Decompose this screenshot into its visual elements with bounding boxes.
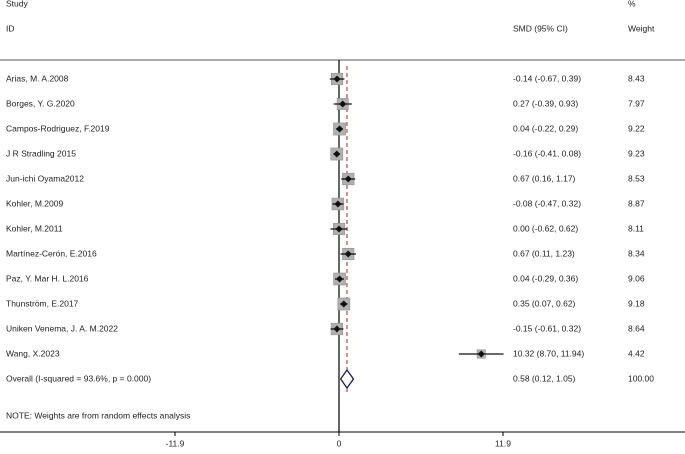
point-estimate — [333, 75, 341, 83]
weight-label: 9.23 — [628, 148, 645, 158]
study-label: Jun-ichi Oyama2012 — [6, 173, 84, 183]
header-percent: % — [628, 0, 636, 8]
ci-label: 0.04 (-0.22, 0.29) — [513, 123, 578, 133]
weight-label: 8.53 — [628, 173, 645, 183]
study-label: Borges, Y. G.2020 — [6, 98, 75, 108]
note: NOTE: Weights are from random effects an… — [6, 410, 190, 420]
weight-label: 8.34 — [628, 248, 645, 258]
point-estimate — [336, 275, 344, 283]
weight-label: 7.97 — [628, 98, 645, 108]
weight-label: 4.42 — [628, 348, 645, 358]
weight-label: 9.06 — [628, 273, 645, 283]
ci-label: 10.32 (8.70, 11.94) — [513, 348, 584, 358]
point-estimate — [344, 250, 352, 258]
point-estimate — [340, 300, 348, 308]
point-estimate — [335, 225, 343, 233]
point-estimate — [477, 350, 485, 358]
weight-label: 8.11 — [628, 223, 644, 233]
ci-label: 0.67 (0.16, 1.17) — [513, 173, 576, 183]
x-tick-label: 11.9 — [495, 438, 511, 448]
point-estimate — [336, 125, 344, 133]
study-label: Thunström, E.2017 — [6, 298, 79, 308]
study-label: Paz, Y. Mar H. L.2016 — [6, 273, 89, 283]
weight-label: 8.87 — [628, 198, 645, 208]
study-label: Martínez-Cerón, E.2016 — [6, 248, 97, 258]
overall-weight-label: 100.00 — [628, 373, 654, 383]
header-effect: SMD (95% CI) — [513, 23, 568, 33]
point-estimate — [339, 100, 347, 108]
weight-label: 9.22 — [628, 123, 645, 133]
study-label: Wang, X.2023 — [6, 348, 60, 358]
overall-diamond — [339, 368, 355, 390]
ci-label: -0.15 (-0.61, 0.32) — [513, 323, 581, 333]
study-label: Arias, M. A.2008 — [6, 73, 69, 83]
study-label: J R Stradling 2015 — [6, 148, 76, 158]
point-estimate — [333, 150, 341, 158]
ci-label: 0.35 (0.07, 0.62) — [513, 298, 576, 308]
ci-label: -0.08 (-0.47, 0.32) — [513, 198, 581, 208]
overall-label: Overall (I-squared = 93.6%, p = 0.000) — [6, 373, 151, 383]
weight-label: 9.18 — [628, 298, 645, 308]
study-label: Uniken Venema, J. A. M.2022 — [6, 323, 118, 333]
study-label: Campos-Rodriguez, F.2019 — [6, 123, 110, 133]
ci-label: -0.14 (-0.67, 0.39) — [513, 73, 581, 83]
ci-label: 0.04 (-0.29, 0.36) — [513, 273, 578, 283]
study-label: Kohler, M.2011 — [6, 223, 63, 233]
x-tick-label: -11.9 — [166, 438, 185, 448]
header-study: Study — [6, 0, 28, 8]
weight-label: 8.64 — [628, 323, 645, 333]
overall-ci-label: 0.58 (0.12, 1.05) — [513, 373, 576, 383]
point-estimate — [333, 325, 341, 333]
point-estimate — [344, 175, 352, 183]
study-label: Kohler, M.2009 — [6, 198, 63, 208]
ci-label: 0.27 (-0.39, 0.93) — [513, 98, 578, 108]
x-tick-label: 0 — [337, 438, 342, 448]
ci-label: 0.00 (-0.62, 0.62) — [513, 223, 578, 233]
weight-label: 8.43 — [628, 73, 645, 83]
header-weight: Weight — [628, 23, 655, 33]
ci-label: 0.67 (0.11, 1.23) — [513, 248, 575, 258]
point-estimate — [334, 200, 342, 208]
ci-label: -0.16 (-0.41, 0.08) — [513, 148, 581, 158]
header-id: ID — [6, 23, 15, 33]
